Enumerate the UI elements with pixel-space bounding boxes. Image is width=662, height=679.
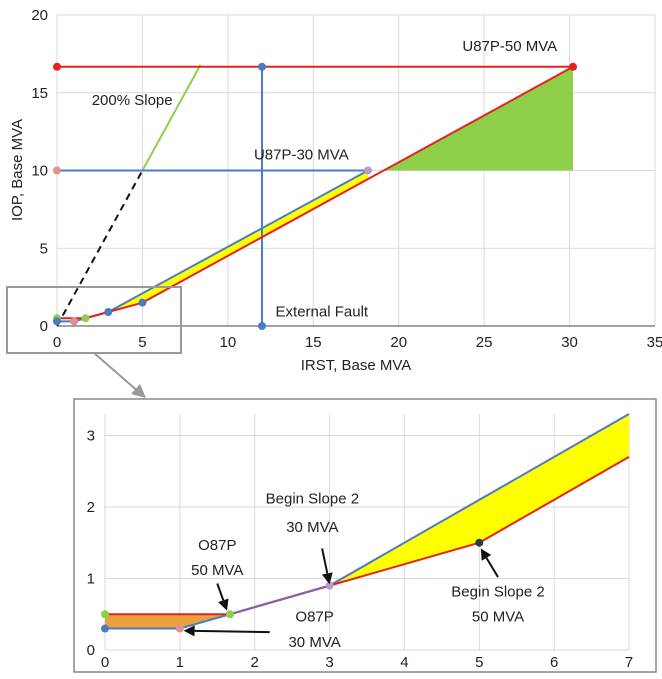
inset-chart: 0 1 2 3 4 5 6 7 0 1 2 3 Begin Slope 2 30 MVA O87P 50 MV…	[73, 398, 657, 673]
overlap-segment	[229, 584, 330, 616]
zoom-arrow-line	[93, 352, 141, 394]
data-point	[53, 62, 61, 71]
y-tick-label: 1	[87, 570, 95, 587]
data-point	[101, 610, 109, 619]
x-tick-label: 6	[550, 654, 558, 671]
y-tick-label: 15	[31, 85, 48, 102]
arrow-head	[480, 548, 492, 561]
x-tick-label: 0	[101, 654, 109, 671]
data-point	[175, 624, 184, 633]
y-tick-label: 10	[31, 163, 48, 180]
data-point	[138, 298, 147, 307]
annotation-label: 30 MVA	[288, 634, 340, 651]
arrow-line	[216, 583, 225, 601]
x-tick-label: 0	[53, 334, 61, 351]
data-point	[104, 308, 113, 317]
annotation-label: 50 MVA	[472, 608, 524, 625]
annotation-label: 200% Slope	[92, 92, 173, 109]
data-point	[53, 317, 61, 326]
inset-frame	[73, 398, 657, 673]
y-tick-label: 3	[87, 427, 95, 444]
y-tick-label: 5	[40, 240, 48, 257]
data-point	[475, 538, 484, 547]
x-tick-label: 4	[400, 654, 408, 671]
blue-30mva-curve	[57, 169, 369, 323]
y-tick-label: 20	[31, 7, 48, 24]
annotation-label: External Fault	[276, 304, 369, 321]
data-point	[258, 322, 267, 330]
slope-dashed-line	[56, 170, 144, 327]
y-tick-label: 0	[40, 318, 48, 335]
data-point	[325, 581, 334, 590]
annotation-label: U87P-50 MVA	[462, 38, 557, 55]
annotation-label: 50 MVA	[191, 562, 243, 579]
data-point	[363, 166, 372, 175]
x-tick-label: 5	[138, 334, 146, 351]
x-tick-label: 10	[220, 334, 237, 351]
x-tick-label: 35	[647, 334, 662, 351]
y-tick-label: 0	[87, 642, 95, 659]
data-point	[70, 317, 79, 326]
x-tick-label: 20	[390, 334, 407, 351]
data-point	[226, 610, 235, 619]
data-point	[81, 314, 90, 323]
main-chart: 0 5 10 15 20 25 30 35 0 5 10 15 20 IRST, Base MVA IOP,…	[9, 7, 662, 374]
annotation-label: Begin Slope 2	[266, 490, 359, 507]
data-point	[258, 62, 267, 71]
annotation-label: U87P-30 MVA	[254, 147, 349, 164]
annotation-label: O87P	[198, 537, 236, 554]
x-tick-label: 25	[476, 334, 493, 351]
x-tick-label: 7	[625, 654, 633, 671]
data-point	[101, 624, 109, 633]
data-point	[568, 62, 577, 71]
zoom-arrow-head	[131, 384, 146, 398]
x-tick-label: 30	[561, 334, 578, 351]
data-point	[53, 166, 61, 175]
annotation-label: 30 MVA	[286, 519, 338, 536]
x-tick-label: 2	[251, 654, 259, 671]
y-axis-title: IOP, Base MVA	[9, 119, 26, 221]
x-tick-label: 1	[176, 654, 184, 671]
y-tick-label: 2	[87, 499, 95, 516]
annotation-label: Begin Slope 2	[451, 583, 544, 600]
orange-fill-area	[105, 614, 231, 629]
arrow-head	[321, 572, 333, 585]
arrow-head	[218, 598, 229, 611]
x-tick-label: 15	[305, 334, 322, 351]
arrow-head	[183, 625, 195, 637]
x-tick-label: 3	[325, 654, 333, 671]
arrow-line	[321, 548, 329, 574]
x-axis-title: IRST, Base MVA	[301, 357, 412, 374]
x-tick-label: 5	[475, 654, 483, 671]
annotation-label: O87P	[295, 608, 333, 625]
arrow-line	[194, 629, 270, 634]
zoom-connector	[6, 286, 182, 398]
arrow-line	[485, 557, 499, 578]
slope-200-line	[141, 64, 202, 171]
